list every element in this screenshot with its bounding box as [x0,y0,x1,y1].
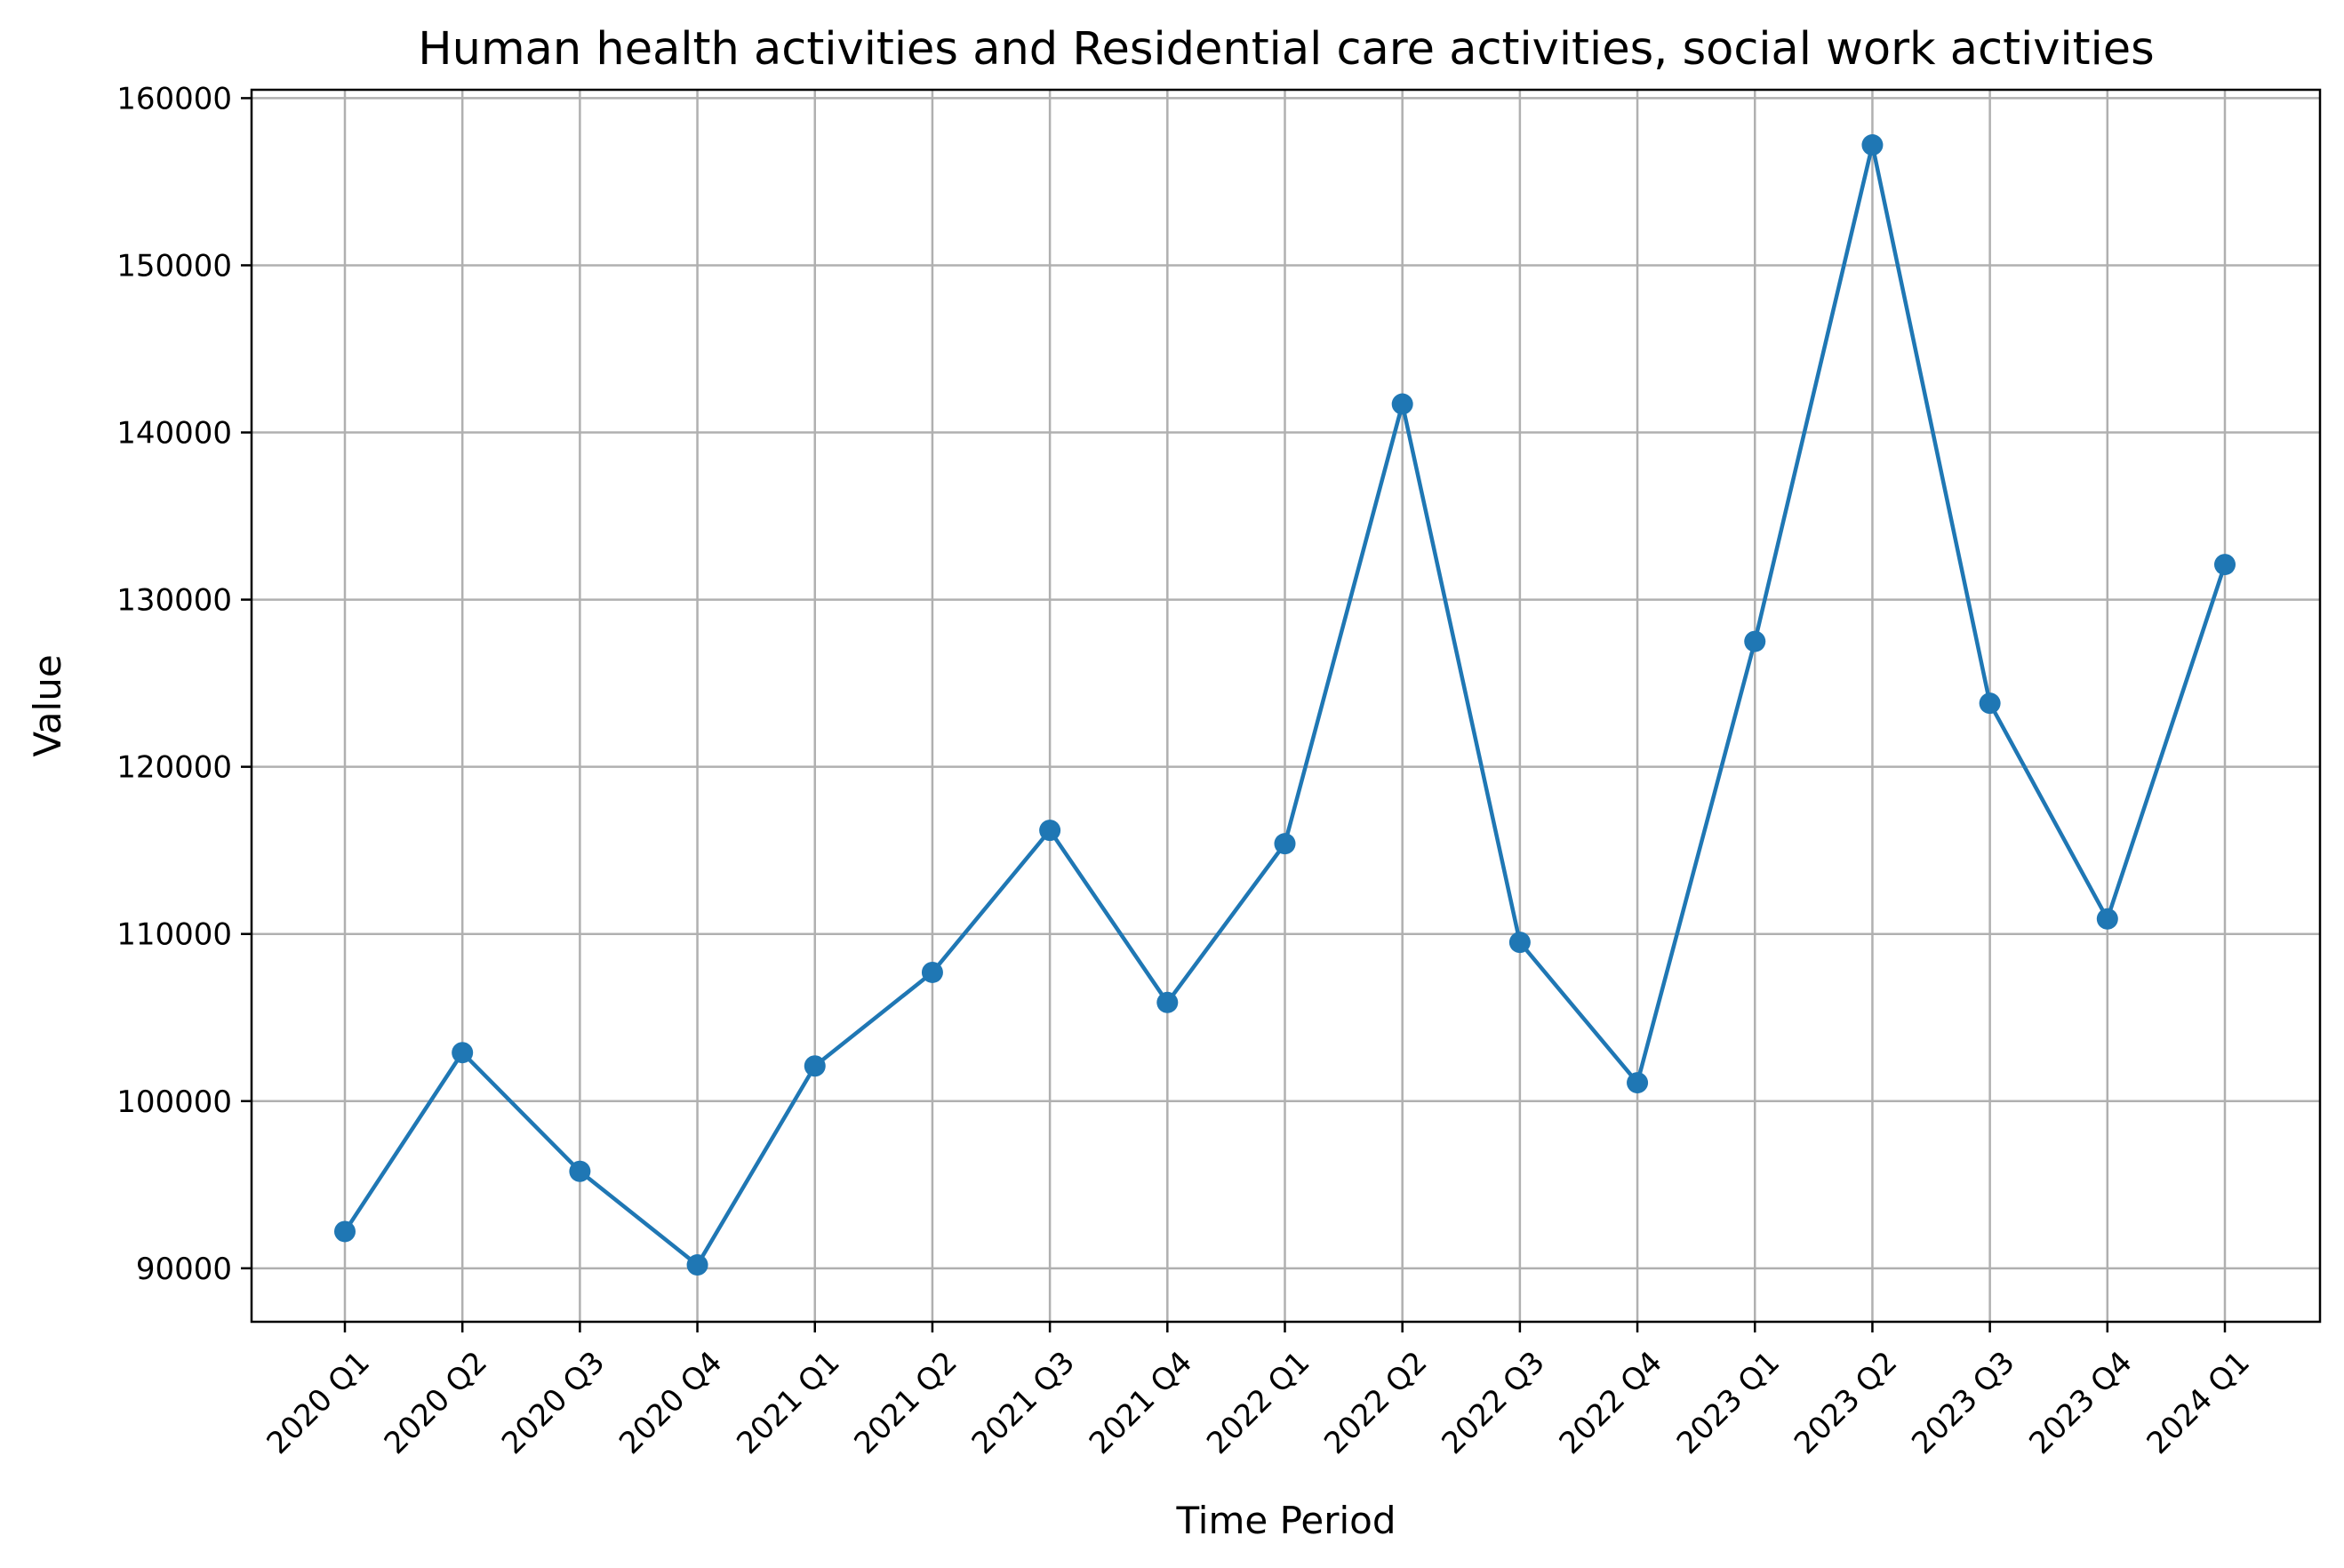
x-tick-label: 2021 Q2 [848,1345,964,1461]
y-axis-label: Value [26,654,69,756]
x-tick-label: 2023 Q1 [1670,1345,1787,1461]
data-point [1744,630,1766,652]
x-tick-label: 2024 Q1 [2140,1345,2257,1461]
data-point [1039,820,1061,842]
x-tick-label: 2022 Q2 [1317,1345,1434,1461]
data-point [1391,393,1413,415]
data-point [334,1220,356,1243]
data-point [452,1042,474,1064]
y-tick-label: 160000 [116,81,232,116]
data-point [1861,134,1884,156]
data-point [2096,908,2118,930]
y-tick-label: 130000 [116,583,232,619]
data-point [1627,1072,1649,1094]
x-tick-label: 2020 Q4 [612,1345,729,1461]
x-tick-label: 2020 Q3 [495,1345,612,1461]
x-tick-label: 2020 Q2 [378,1345,494,1461]
grid-lines [252,90,2320,1322]
y-tick-label: 110000 [116,917,232,953]
x-tick-label: 2023 Q3 [1905,1345,2021,1461]
x-tick-label: 2020 Q1 [260,1345,377,1461]
x-tick-label: 2021 Q3 [965,1345,1082,1461]
data-point [804,1055,826,1077]
plot-frame [250,88,2322,1324]
data-point [1508,932,1531,954]
data-point [1156,991,1179,1013]
x-tick-label: 2022 Q1 [1200,1345,1316,1461]
data-point [569,1160,591,1182]
x-tick-label: 2021 Q4 [1083,1345,1199,1461]
data-point [2214,554,2236,576]
y-tick-label: 90000 [136,1252,232,1287]
y-axis: 90000 100000 110000 120000 130000 140000 15000… [116,81,252,1287]
data-point [921,961,943,983]
data-point [1274,833,1296,855]
x-tick-label: 2023 Q2 [1788,1345,1904,1461]
chart-title: Human health activities and Residential … [418,23,2154,76]
y-tick-label: 150000 [116,248,232,284]
x-tick-label: 2023 Q4 [2022,1345,2139,1461]
y-tick-label: 100000 [116,1084,232,1120]
data-point [686,1254,708,1276]
data-point [1979,692,2001,715]
x-tick-label: 2021 Q1 [730,1345,846,1461]
y-tick-label: 120000 [116,750,232,786]
y-tick-label: 140000 [116,416,232,452]
x-axis: 2020 Q1 2020 Q2 2020 Q3 2020 Q4 2021 Q1 2021 … [260,1322,2257,1461]
x-tick-label: 2022 Q4 [1553,1345,1669,1461]
x-axis-label: Time Period [1175,1499,1396,1542]
x-tick-label: 2022 Q3 [1435,1345,1551,1461]
series-layer [334,134,2236,1276]
